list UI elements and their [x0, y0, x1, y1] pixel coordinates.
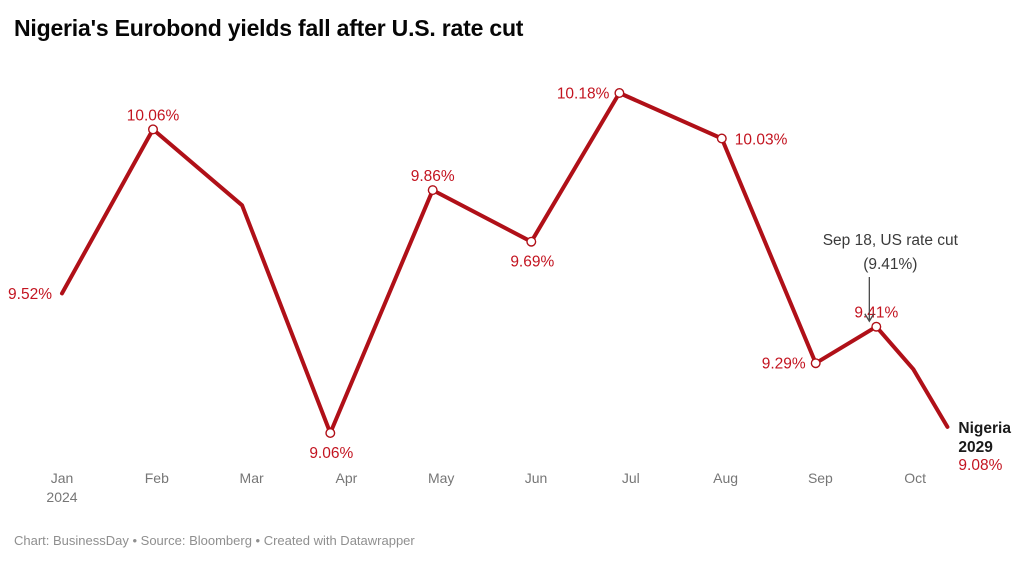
data-point-marker[interactable] — [427, 185, 438, 196]
data-point-label: 9.06% — [309, 445, 353, 462]
series-end-label-name-line2: 2029 — [958, 439, 993, 456]
x-axis-tick-label: Oct — [904, 470, 926, 486]
data-point-label: 9.29% — [762, 356, 806, 373]
x-axis-tick-label: Jul — [622, 470, 640, 486]
x-axis-tick-label: Sep — [808, 470, 833, 486]
annotation-text-line2: (9.41%) — [863, 256, 917, 273]
data-point-marker[interactable] — [614, 87, 625, 98]
annotation-text-line1: Sep 18, US rate cut — [823, 232, 959, 249]
x-axis-tick-label: May — [428, 470, 454, 486]
data-point-marker[interactable] — [147, 124, 158, 135]
data-point-marker[interactable] — [871, 321, 882, 332]
data-point-label: 9.86% — [411, 168, 455, 185]
x-axis-tick-label: Apr — [336, 470, 358, 486]
data-point-label: 10.03% — [735, 132, 788, 149]
x-axis-tick-label: Aug — [713, 470, 738, 486]
x-axis-year-label: 2024 — [46, 489, 77, 505]
data-point-marker[interactable] — [325, 428, 336, 439]
data-point-label: 9.69% — [510, 254, 554, 271]
x-axis-tick-label: Feb — [145, 470, 169, 486]
data-point-marker[interactable] — [810, 358, 821, 369]
chart-footer-credits: Chart: BusinessDay • Source: Bloomberg •… — [14, 533, 415, 548]
chart-title: Nigeria's Eurobond yields fall after U.S… — [14, 15, 524, 41]
data-point-label: 10.06% — [127, 107, 180, 124]
data-point-label: 10.18% — [557, 86, 610, 103]
x-axis-tick-label: Jun — [525, 470, 548, 486]
data-point-marker[interactable] — [526, 236, 537, 247]
x-axis-tick-label: Jan — [51, 470, 74, 486]
data-point-label: 9.41% — [854, 305, 898, 322]
yield-line — [60, 91, 950, 435]
data-point-label: 9.52% — [8, 286, 52, 303]
series-end-label-value: 9.08% — [958, 457, 1002, 474]
annotation-arrow-icon — [864, 277, 875, 323]
data-point-marker[interactable] — [716, 133, 727, 144]
x-axis-tick-label: Mar — [240, 470, 264, 486]
series-end-label-name-line1: Nigeria — [958, 420, 1011, 437]
